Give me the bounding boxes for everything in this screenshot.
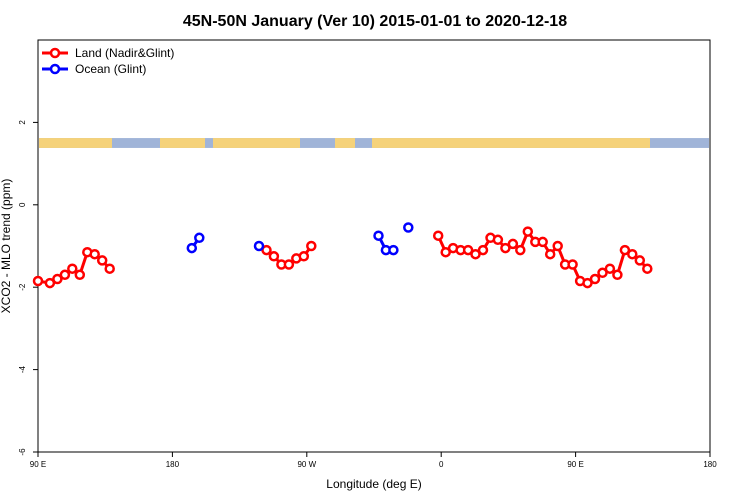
legend: Land (Nadir&Glint) Ocean (Glint) [42, 46, 174, 76]
legend-item-ocean: Ocean (Glint) [42, 62, 146, 76]
data-point-land [589, 273, 601, 285]
map-strip [39, 138, 709, 148]
data-point-land [470, 248, 481, 260]
x-tick-label: 180 [166, 460, 180, 469]
y-tick-label: 2 [18, 120, 27, 125]
data-point-ocean [253, 240, 265, 252]
data-point-land [44, 277, 56, 289]
legend-ocean-label: Ocean (Glint) [75, 62, 146, 76]
data-point-land [283, 259, 295, 270]
y-axis: 2 0 -2 -4 -6 [18, 120, 38, 456]
data-point-land [612, 269, 623, 281]
data-point-land [104, 263, 115, 274]
data-point-land [89, 248, 100, 260]
data-point-land [537, 236, 548, 248]
x-tick-label: 90 E [567, 460, 583, 469]
chart-title: 45N-50N January (Ver 10) 2015-01-01 to 2… [183, 13, 567, 30]
data-point-land [507, 238, 519, 250]
data-point-land [500, 242, 511, 254]
data-point-land [627, 248, 638, 260]
data-point-land [477, 244, 489, 256]
map-land-3 [335, 138, 355, 148]
x-tick-label: 0 [439, 460, 444, 469]
data-point-ocean [403, 222, 414, 233]
data-point-land [619, 244, 631, 256]
y-tick-label: -6 [18, 448, 27, 456]
data-point-land [74, 269, 86, 281]
map-land-4 [372, 138, 650, 148]
data-point-land [261, 244, 272, 256]
y-tick-label: 0 [18, 202, 27, 207]
data-point-ocean [186, 242, 198, 254]
data-point-land [67, 263, 78, 274]
x-axis-label: Longitude (deg E) [326, 477, 421, 491]
data-point-land [52, 273, 63, 285]
data-point-land [642, 263, 653, 274]
data-point-land [567, 259, 578, 270]
data-point-land [96, 255, 108, 266]
series-ocean [186, 222, 414, 256]
data-point-land [462, 244, 474, 256]
map-land-0 [39, 138, 112, 148]
legend-ocean-marker [49, 63, 61, 75]
data-point-land [298, 251, 310, 262]
legend-land-marker [49, 47, 61, 59]
x-tick-label: 90 E [30, 460, 46, 469]
series-layer [32, 222, 653, 289]
data-point-land [604, 263, 616, 274]
y-tick-label: -2 [18, 283, 27, 291]
data-point-land [582, 277, 593, 289]
x-tick-label: 180 [703, 460, 717, 469]
data-point-land [306, 240, 317, 252]
y-axis-label: XCO2 - MLO trend (ppm) [0, 179, 13, 314]
data-point-land [440, 246, 451, 258]
data-point-land [552, 240, 563, 252]
data-point-land [544, 248, 556, 260]
data-point-land [515, 244, 526, 256]
data-point-land [268, 251, 280, 262]
series-land [32, 226, 653, 289]
data-point-land [634, 255, 646, 266]
data-point-land [522, 226, 534, 237]
y-tick-label: -4 [18, 365, 27, 373]
data-point-land [597, 267, 608, 279]
map-land-1 [160, 138, 205, 148]
plot-frame [37, 39, 711, 453]
x-tick-label: 90 W [297, 460, 316, 469]
data-point-land [432, 230, 444, 241]
data-point-land [492, 234, 504, 246]
x-axis: 90 E 180 90 W 0 90 E 180 [30, 452, 717, 469]
map-land-2 [213, 138, 300, 148]
data-point-land [32, 275, 44, 287]
data-point-ocean [373, 230, 384, 241]
legend-item-land: Land (Nadir&Glint) [42, 46, 174, 60]
legend-land-label: Land (Nadir&Glint) [75, 46, 174, 60]
data-point-ocean [194, 232, 205, 244]
data-point-ocean [388, 244, 399, 256]
data-point-land [59, 269, 71, 281]
